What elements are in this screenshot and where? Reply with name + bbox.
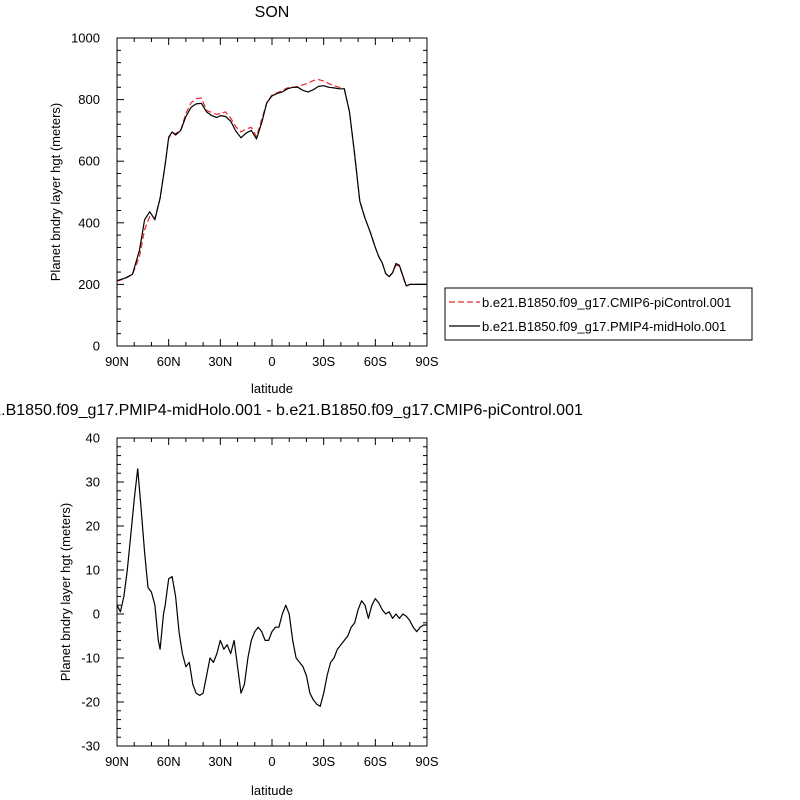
bottom-x-tick-label: 60N xyxy=(157,754,181,769)
bottom-y-tick-label: 10 xyxy=(86,563,100,578)
top-y-tick-label: 200 xyxy=(78,277,100,292)
bottom-x-tick-label: 90N xyxy=(105,754,129,769)
top-chart-plot-frame xyxy=(116,37,428,347)
bottom-y-tick-label: 0 xyxy=(93,607,100,622)
top-chart-ylabel: Planet bndry layer hgt (meters) xyxy=(48,103,63,281)
bottom-x-tick-label: 30N xyxy=(208,754,232,769)
bottom-y-tick-label: -20 xyxy=(81,695,100,710)
bottom-chart-panel: b.e21.B1850.f09_g17.PMIP4-midHolo.001 - … xyxy=(0,402,583,798)
bottom-x-tick-label: 0 xyxy=(268,754,275,769)
top-x-tick-label: 90N xyxy=(105,354,129,369)
top-y-tick-label: 0 xyxy=(93,339,100,354)
top-series-line-1 xyxy=(116,85,427,287)
legend-box xyxy=(444,287,753,341)
bottom-y-tick-label: 20 xyxy=(86,519,100,534)
top-series-line-0 xyxy=(116,78,427,287)
top-chart-xlabel: latitude xyxy=(251,381,293,396)
bottom-x-tick-label: 30S xyxy=(312,754,335,769)
bottom-y-tick-label: -30 xyxy=(81,739,100,754)
top-y-tick-label: 800 xyxy=(78,92,100,107)
top-y-tick-label: 400 xyxy=(78,215,100,230)
top-x-tick-label: 30S xyxy=(312,354,335,369)
bottom-x-tick-label: 60S xyxy=(364,754,387,769)
bottom-chart-xlabel: latitude xyxy=(251,783,293,798)
top-x-tick-label: 60N xyxy=(157,354,181,369)
top-y-tick-label: 1000 xyxy=(71,31,100,46)
bottom-series-line-0 xyxy=(116,468,427,708)
top-chart-panel: SON 90N 60N 30N 0 30S 60S 90S 0 200 400 600 800 1000… xyxy=(48,4,753,396)
bottom-chart-title: b.e21.B1850.f09_g17.PMIP4-midHolo.001 - … xyxy=(0,402,583,419)
legend-label-picontrol: b.e21.B1850.f09_g17.CMIP6-piControl.001 xyxy=(482,295,731,310)
bottom-y-tick-label: -10 xyxy=(81,651,100,666)
bottom-x-tick-label: 90S xyxy=(415,754,438,769)
bottom-chart-ylabel: Planet bndry layer hgt (meters) xyxy=(58,503,73,681)
top-x-tick-label: 90S xyxy=(415,354,438,369)
bottom-y-tick-label: 30 xyxy=(86,475,100,490)
top-x-tick-label: 0 xyxy=(268,354,275,369)
top-x-tick-label: 30N xyxy=(208,354,232,369)
top-chart-legend: b.e21.B1850.f09_g17.CMIP6-piControl.001 … xyxy=(444,287,753,341)
top-chart-title: SON xyxy=(255,4,290,21)
top-y-tick-label: 600 xyxy=(78,154,100,169)
bottom-chart-plot-frame xyxy=(116,437,428,747)
bottom-y-tick-label: 40 xyxy=(86,431,100,446)
top-x-tick-label: 60S xyxy=(364,354,387,369)
legend-label-midholo: b.e21.B1850.f09_g17.PMIP4-midHolo.001 xyxy=(482,319,726,334)
